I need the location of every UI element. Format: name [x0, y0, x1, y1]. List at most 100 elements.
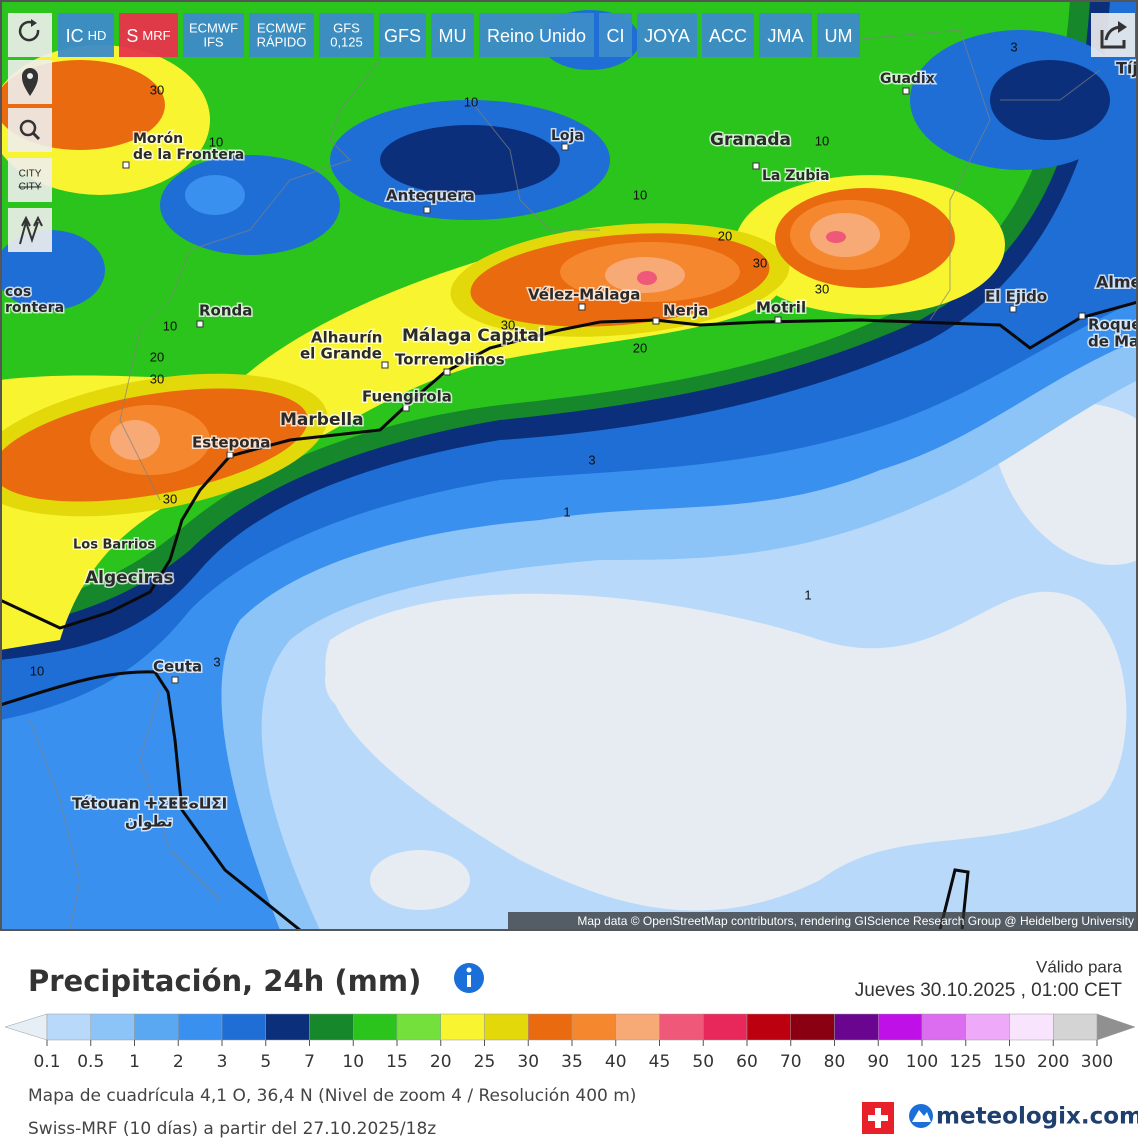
place-label: Vélez-Málaga [528, 286, 640, 304]
contour-label: 20 [718, 228, 732, 243]
toolbar: CITY CITY IC HD S MRFECMWFIFSECMWFRÁPIDOGFS… [8, 13, 1135, 252]
place-dot [752, 162, 760, 170]
model-button[interactable]: GFS [379, 13, 426, 57]
place-label: Tétouan ⵜⵉⵟⵟⴰⵡⵉⵏ [72, 795, 227, 813]
place-label: Granada [710, 130, 791, 150]
button-bg [58, 13, 114, 57]
refresh-button[interactable] [8, 13, 52, 57]
share-button[interactable] [1091, 13, 1135, 57]
valid-date: Jueves 30.10.2025 , 01:00 CET [855, 980, 1123, 1001]
place-dot [171, 676, 179, 684]
place-dot [443, 368, 451, 376]
rain-45 [637, 231, 846, 285]
place-dot [774, 316, 782, 324]
model-button[interactable]: Reino Unido [479, 13, 594, 57]
contour-label: 10 [30, 663, 44, 678]
place-dot [561, 143, 569, 151]
scale-tick-label: 90 [867, 1052, 889, 1072]
model-button[interactable]: IC HD [58, 13, 114, 57]
zoom-button[interactable] [8, 108, 52, 152]
scale-tick-label: 0.5 [77, 1052, 104, 1072]
info-icon[interactable] [454, 963, 484, 993]
wind-button[interactable] [8, 208, 52, 252]
place-dot [402, 404, 410, 412]
button-label: UM [825, 26, 853, 46]
scale-tick-label: 40 [605, 1052, 627, 1072]
scale-cell [528, 1013, 573, 1041]
button-bg [479, 13, 594, 57]
scale-cell [396, 1013, 441, 1041]
place-dot [578, 303, 586, 311]
button-bg [249, 13, 314, 57]
place-label: Antequera [386, 187, 475, 205]
scale-cell [703, 1013, 748, 1041]
place-dot [652, 317, 660, 325]
scale-tick-label: 35 [561, 1052, 583, 1072]
rain-35 [90, 200, 910, 475]
place-label: Roque [1088, 316, 1138, 334]
contour-label: 30 [150, 371, 164, 386]
place-dot [1078, 312, 1086, 320]
button-main: CI [607, 26, 625, 46]
button-label: JMA [768, 26, 804, 46]
scale-tick-label: 70 [780, 1052, 802, 1072]
scale-low-arrow [4, 1013, 48, 1041]
grid-info: Mapa de cuadrícula 4,1 O, 36,4 N (Nivel … [28, 1086, 636, 1106]
scale-tick-label: 2 [173, 1052, 184, 1072]
place-label: Guadix [880, 71, 935, 87]
model-button[interactable]: ACC [702, 13, 754, 57]
place-label: de Ma [1088, 333, 1138, 351]
swiss-flag [862, 1102, 894, 1134]
model-button[interactable]: CI [599, 13, 632, 57]
scale-cell [134, 1013, 179, 1041]
scale-cell [46, 1013, 91, 1041]
contour-label: 30 [150, 82, 164, 97]
contour-label: 20 [633, 340, 647, 355]
model-button[interactable]: S MRF [119, 13, 178, 57]
scale-tick-label: 125 [950, 1052, 982, 1072]
button-main: MU [439, 26, 467, 46]
contour-label: 10 [633, 187, 647, 202]
place-label: Tíj [1116, 59, 1138, 78]
place-label: Marbella [280, 410, 364, 430]
contour-label: 10 [464, 94, 478, 109]
model-button[interactable]: MU [431, 13, 474, 57]
location-button[interactable] [8, 60, 52, 104]
model-button[interactable]: UM [817, 13, 860, 57]
city-button[interactable]: CITY CITY [8, 158, 52, 202]
scale-tick-label: 10 [342, 1052, 364, 1072]
button-label: GFS [384, 26, 421, 46]
button-main: ACC [709, 26, 747, 46]
place-label: Ronda [199, 302, 252, 320]
button-main: JOYA [644, 26, 690, 46]
scale-tick-label: 50 [692, 1052, 714, 1072]
button-label: GFS [333, 20, 360, 35]
contour-label: 3 [213, 654, 220, 669]
scale-cell [615, 1013, 660, 1041]
place-dot [226, 451, 234, 459]
button-bg [319, 13, 374, 57]
brand-logo[interactable]: meteologix.com [909, 1104, 1138, 1130]
scale-tick-label: 5 [260, 1052, 271, 1072]
button-sub: MRF [142, 28, 170, 43]
scale-cell [178, 1013, 223, 1041]
contour-label: 10 [209, 134, 223, 149]
button-bg [599, 13, 632, 57]
scale-cell [834, 1013, 879, 1041]
place-label: cos [5, 284, 31, 300]
scale-cell [921, 1013, 966, 1041]
scale-tick-label: 100 [906, 1052, 938, 1072]
button-label: JOYA [644, 26, 690, 46]
scale-tick-label: 3 [217, 1052, 228, 1072]
contour-label: 3 [1010, 39, 1017, 54]
scale-tick-label: 60 [736, 1052, 758, 1072]
place-label: Nerja [663, 302, 708, 320]
contour-label: 10 [163, 318, 177, 333]
model-button[interactable]: JMA [759, 13, 812, 57]
model-button[interactable]: JOYA [637, 13, 697, 57]
scale-tick-label: 80 [824, 1052, 846, 1072]
